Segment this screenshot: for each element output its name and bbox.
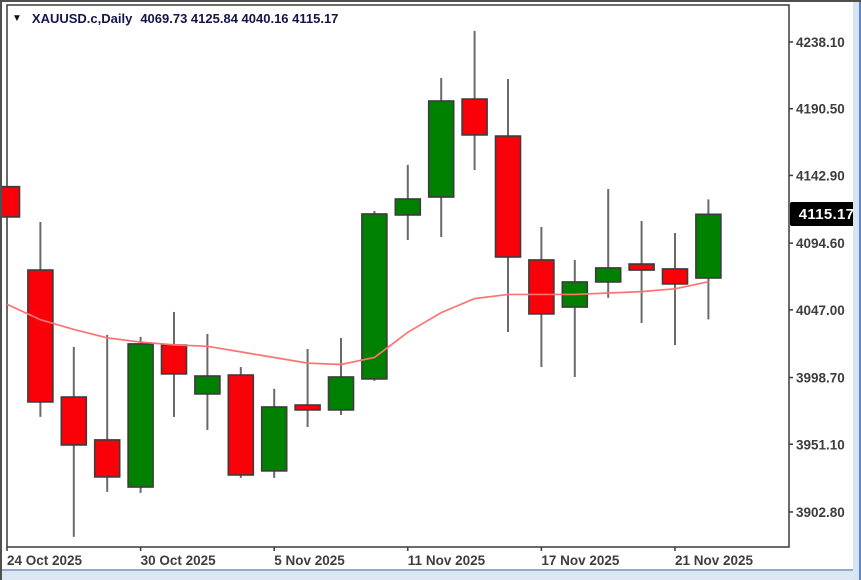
bear-candle <box>628 263 655 271</box>
symbol-period-label: XAUUSD.c,Daily <box>31 10 133 26</box>
bull-candle <box>327 376 355 411</box>
bear-candle <box>2 185 21 218</box>
bull-candle <box>361 213 388 380</box>
bull-candle <box>194 375 221 395</box>
symbol-title-bar: ▼ XAUUSD.c,Daily 4069.73 4125.84 4040.16… <box>12 9 338 27</box>
bear-candle <box>227 374 255 476</box>
bull-candle <box>695 213 722 279</box>
y-axis-label: 4094.60 <box>796 236 845 251</box>
bull-candle <box>127 343 154 488</box>
window-right-edge <box>853 2 861 580</box>
bear-candle <box>528 259 555 315</box>
bull-candle <box>260 406 288 472</box>
bear-candle <box>60 396 88 446</box>
bull-candle <box>594 267 622 283</box>
y-axis-label: 4238.10 <box>796 35 845 50</box>
bear-candle <box>160 344 188 375</box>
y-axis-label: 3902.80 <box>796 505 845 520</box>
y-axis-label: 4142.90 <box>796 168 845 183</box>
bear-candle <box>494 135 522 258</box>
y-axis-label: 3998.70 <box>796 371 845 386</box>
x-axis-label: 21 Nov 2025 <box>675 553 754 568</box>
window-bottom-bar <box>2 569 861 580</box>
bear-candle <box>27 269 54 403</box>
bear-candle <box>661 268 689 285</box>
x-axis-label: 11 Nov 2025 <box>408 553 486 568</box>
x-axis-label: 24 Oct 2025 <box>7 553 83 568</box>
bear-candle <box>294 404 321 411</box>
x-axis-label: 5 Nov 2025 <box>274 553 345 568</box>
collapse-triangle-icon[interactable]: ▼ <box>12 12 22 24</box>
bull-candle <box>427 100 455 198</box>
y-axis-label: 4047.00 <box>796 303 845 318</box>
ma-line <box>6 280 709 366</box>
bear-candle <box>461 98 488 136</box>
x-axis-label: 30 Oct 2025 <box>141 553 217 568</box>
y-axis-label: 3951.10 <box>796 437 845 452</box>
y-axis-label: 4190.50 <box>796 102 845 117</box>
current-price-tag: 4115.17 <box>790 202 861 227</box>
x-axis-label: 17 Nov 2025 <box>541 553 620 568</box>
ohlc-values-label: 4069.73 4125.84 4040.16 4115.17 <box>140 10 339 26</box>
bear-candle <box>93 439 121 478</box>
bull-candle <box>394 198 422 216</box>
